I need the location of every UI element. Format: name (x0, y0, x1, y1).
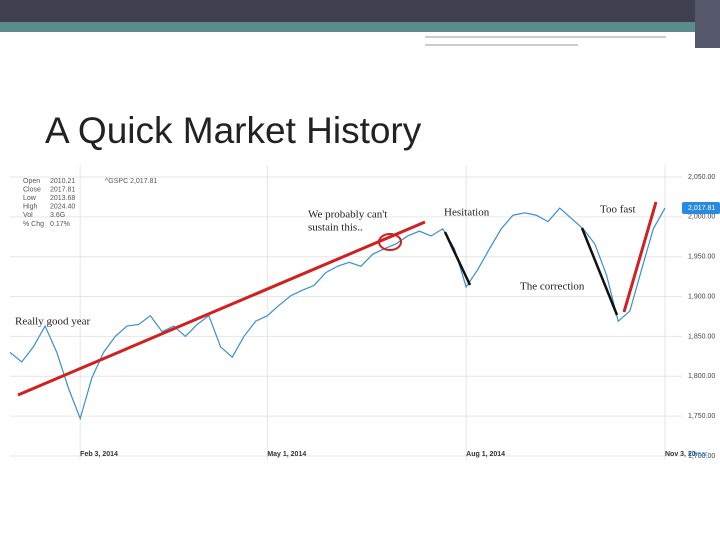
y-tick-label: 1,950.00 (688, 254, 715, 261)
arrow-line (443, 231, 472, 286)
info-label: High (23, 204, 38, 211)
trend-line (17, 220, 426, 397)
info-value: 2024.40 (50, 204, 75, 211)
scale-label: Linear (688, 451, 708, 458)
x-tick-label: Nov 3, 20 (665, 451, 696, 458)
accent-strip (0, 22, 720, 32)
y-tick-label: 2,050.00 (688, 174, 715, 181)
y-tick-label: 2,000.00 (688, 214, 715, 221)
chart-background (10, 165, 710, 460)
x-tick-label: May 1, 2014 (267, 451, 306, 458)
info-value: 2017.81 (50, 186, 75, 193)
annotation: Really good year (15, 316, 90, 328)
info-value: 2013.68 (50, 195, 75, 202)
y-tick-label: 1,800.00 (688, 373, 715, 380)
price-line (9, 207, 666, 421)
ticker: ^GSPC 2,017.81 (105, 178, 157, 185)
arrow-line (580, 227, 619, 316)
x-tick-label: Feb 3, 2014 (80, 451, 118, 458)
x-tick-label: Aug 1, 2014 (466, 451, 505, 458)
annotation: The correction (520, 281, 585, 293)
info-label: % Chg (23, 221, 44, 228)
y-tick-label: 1,850.00 (688, 333, 715, 340)
highlight-circle (378, 233, 402, 251)
chart: 1,700.00 1,750.00 1,800.00 1,850.00 1,900.00… (9, 165, 720, 460)
annotations-drawing (17, 201, 658, 397)
top-bar (0, 0, 720, 22)
annotation: Too fast (600, 204, 636, 216)
last-price-label: 2,017.81 (688, 205, 715, 212)
annotation: We probably can't (308, 209, 387, 221)
corner-block (695, 0, 720, 48)
y-tick-label: 1,750.00 (688, 413, 715, 420)
arrow-line (622, 201, 658, 313)
info-label: Open (23, 178, 40, 185)
info-value: 3.6G (50, 212, 65, 219)
y-tick-label: 1,700.00 (688, 453, 715, 460)
slide-title: A Quick Market History (45, 110, 422, 151)
info-label: Close (23, 186, 41, 193)
y-tick-label: 1,900.00 (688, 293, 715, 300)
annotation: sustain this.. (308, 222, 363, 234)
info-label: Vol (23, 212, 33, 219)
info-label: Low (23, 195, 37, 202)
info-value: 0.17% (50, 221, 70, 228)
annotation: Hesitation (444, 207, 490, 219)
info-value: 2010.21 (50, 178, 75, 185)
last-price-badge (682, 202, 720, 215)
